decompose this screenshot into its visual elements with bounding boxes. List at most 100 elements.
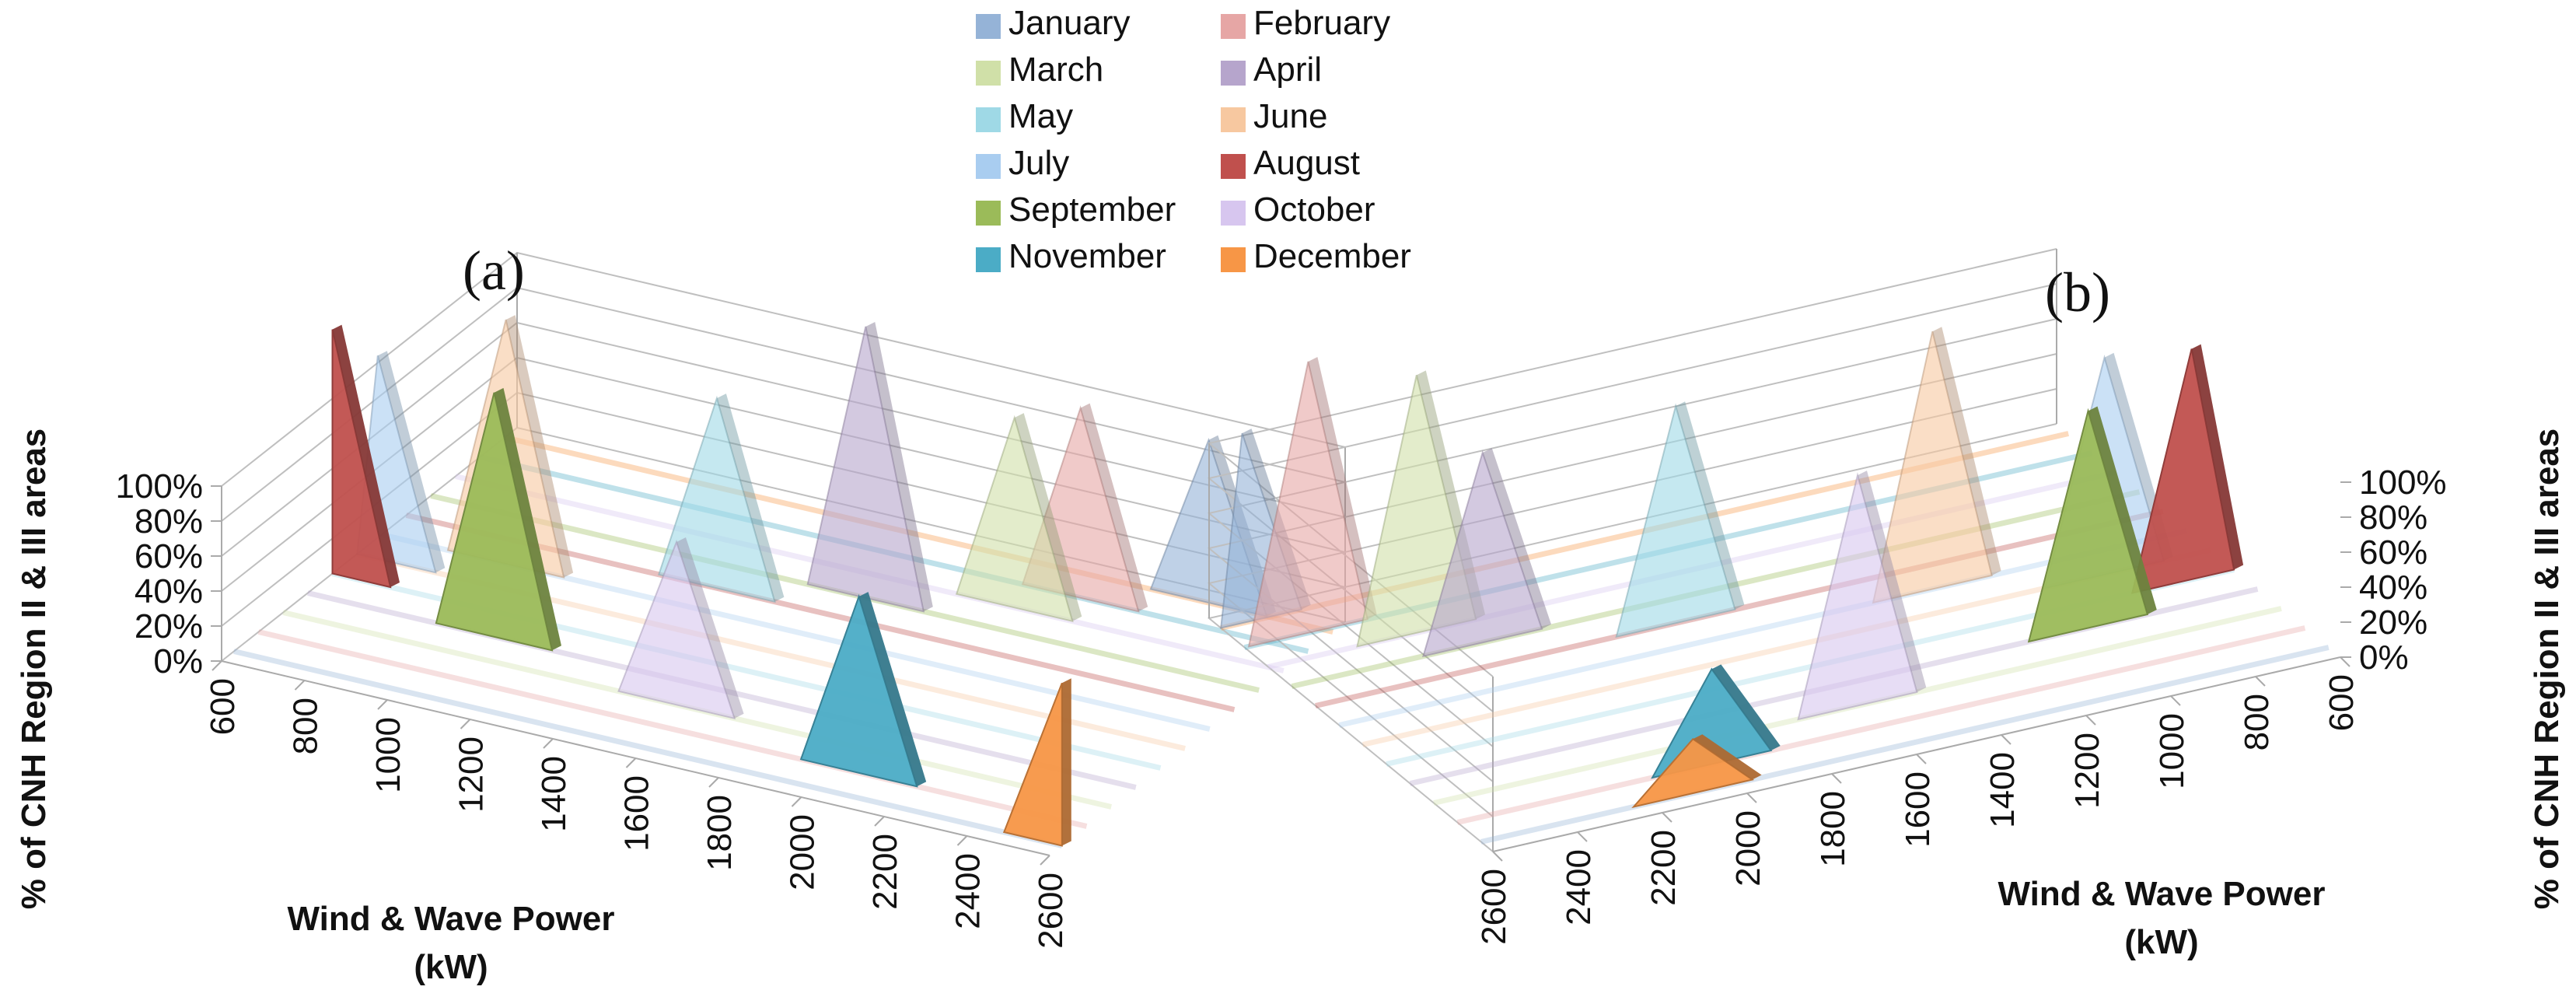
panel-b-area-september — [2027, 408, 2149, 643]
panel-a-x-tick — [708, 777, 719, 788]
panel-b-area-side-february — [1308, 357, 1377, 620]
panel-b-y-axis: 0%20%40%60%80%100% — [2340, 464, 2447, 677]
panel-a-x-tick-label: 2600 — [1032, 873, 1070, 949]
panel-a-x-tick — [211, 660, 222, 671]
legend: January February March April May June July Augu… — [945, 4, 1442, 286]
panel-b-x-tick-label: 2000 — [1729, 810, 1767, 887]
legend-label-march: March — [1008, 51, 1103, 89]
panel-b-y-tick-label: 60% — [2359, 533, 2427, 572]
legend-label-august: August — [1253, 144, 1360, 182]
panel-a-area-side-november — [858, 592, 927, 787]
panel-a-area-october — [617, 540, 736, 720]
panel-a-x-tick-label: 1400 — [535, 756, 573, 832]
panel-a-y-axis-title: % of CNH Region II & III areas — [15, 429, 53, 910]
panel-a-x-axis-title-line2: (kW) — [414, 948, 488, 986]
panel-b-x-tick — [1746, 792, 1757, 803]
legend-swatch-march — [976, 61, 1001, 86]
panel-a-x-tick-label: 2200 — [866, 834, 904, 910]
panel-b-y-tick-label: 80% — [2359, 499, 2427, 537]
panel-a-x-tick — [1040, 855, 1050, 866]
panel-b-x-tick-label: 1200 — [2068, 733, 2106, 809]
panel-a-area-side-august — [332, 324, 400, 587]
legend-label-september: September — [1008, 191, 1176, 229]
panel-b-area-side-december — [1693, 734, 1762, 780]
legend-swatch-april — [1221, 61, 1246, 86]
panel-a-area-side-september — [494, 387, 561, 651]
panel-b-area-side-august — [2191, 344, 2244, 570]
panel-b-x-tick — [1662, 812, 1672, 823]
panel-b-area-side-november — [1711, 664, 1781, 750]
panel-a-y-tick-label: 100% — [115, 467, 203, 505]
legend-swatch-june — [1221, 107, 1246, 132]
panel-a-x-tick-label: 1800 — [701, 795, 739, 871]
legend-label-december: December — [1253, 237, 1411, 275]
legend-label-july: July — [1008, 144, 1069, 182]
panel-a-series — [331, 315, 1276, 847]
panel-a-label: (a) — [463, 240, 525, 302]
panel-b-x-tick — [1577, 831, 1588, 842]
panel-a-area-side-october — [676, 537, 744, 719]
panel-b-area-side-june — [1932, 327, 2001, 575]
legend-swatch-august — [1221, 154, 1246, 179]
panel-b-x-tick-label: 1800 — [1814, 791, 1852, 867]
legend-label-february: February — [1253, 4, 1390, 42]
panel-a-area-side-april — [865, 322, 933, 612]
panel-a-y-tick-label: 20% — [135, 607, 203, 645]
panel-a-y-tick-label: 0% — [153, 642, 203, 680]
panel-b-floor-stripe — [1338, 528, 2188, 728]
panel-a-area-side-march — [1014, 413, 1082, 621]
panel-a-area-march — [955, 415, 1074, 623]
panel-a-area-may — [658, 395, 776, 603]
panel-a: 600 800 1000 1200 1400 1600 1800 2000 2200 2400 26… — [115, 251, 1346, 949]
panel-b-x-axis: 2600 2400 2200 2000 1800 1600 1400 1200 1000 800 6… — [1475, 656, 2361, 945]
panel-b-x-tick — [2085, 715, 2096, 726]
panel-a-area-side-july — [377, 351, 446, 573]
legend-background — [945, 5, 1442, 286]
legend-swatch-july — [976, 154, 1001, 179]
panel-a-x-tick-label: 1200 — [453, 736, 491, 813]
panel-b-area-february — [1247, 361, 1368, 648]
panel-b: 2600 2400 2200 2000 1800 1600 1400 1200 1000 800 6… — [1207, 248, 2447, 945]
panel-b-y-tick-label: 100% — [2359, 464, 2447, 502]
legend-swatch-may — [976, 107, 1001, 132]
panel-b-area-october — [1797, 472, 1918, 721]
panel-a-x-tick — [294, 680, 306, 691]
panel-b-x-tick — [2170, 695, 2181, 706]
panel-b-label: (b) — [2045, 261, 2110, 324]
panel-a-y-tick-label: 60% — [135, 537, 203, 575]
panel-b-floor-stripe — [1456, 625, 2306, 825]
panel-a-x-axis: 600 800 1000 1200 1400 1600 1800 2000 2200 2400 26… — [204, 660, 1070, 949]
panel-b-area-may — [1615, 403, 1736, 638]
legend-label-may: May — [1008, 97, 1073, 135]
panel-a-x-tick — [377, 699, 388, 710]
panel-a-y-axis: 0%20%40%60%80%100% — [115, 467, 222, 680]
panel-b-x-axis-title-line2: (kW) — [2124, 923, 2198, 961]
panel-a-x-tick-label: 2000 — [784, 814, 822, 890]
panel-b-floor-stripe — [1315, 509, 2164, 708]
panel-a-x-tick — [460, 719, 471, 729]
panel-a-x-tick-label: 1000 — [369, 717, 407, 793]
panel-a-floor-stripe — [233, 649, 1063, 848]
panel-b-x-tick — [2340, 656, 2351, 667]
panel-a-y-tick-label: 80% — [135, 502, 203, 540]
panel-b-area-side-may — [1676, 401, 1745, 610]
panel-b-area-side-september — [2088, 406, 2157, 614]
panel-a-area-august — [331, 329, 392, 589]
legend-label-november: November — [1008, 237, 1166, 275]
panel-b-x-tick — [1492, 851, 1503, 862]
legend-label-january: January — [1008, 4, 1131, 42]
legend-swatch-december — [1221, 247, 1246, 272]
legend-swatch-january — [976, 14, 1001, 39]
panel-a-x-tick-label: 600 — [204, 678, 242, 735]
panel-b-series — [1220, 327, 2244, 809]
legend-swatch-february — [1221, 14, 1246, 39]
panel-a-x-tick-label: 2400 — [949, 853, 987, 929]
panel-a-x-tick — [543, 738, 554, 749]
panel-a-area-side-february — [1080, 403, 1148, 612]
panel-b-x-tick-label: 1600 — [1899, 771, 1937, 848]
panel-b-y-tick-label: 0% — [2359, 638, 2409, 677]
panel-b-x-tick-label: 2600 — [1475, 869, 1513, 945]
panel-a-area-side-june — [505, 315, 574, 578]
panel-a-area-side-may — [716, 394, 785, 602]
